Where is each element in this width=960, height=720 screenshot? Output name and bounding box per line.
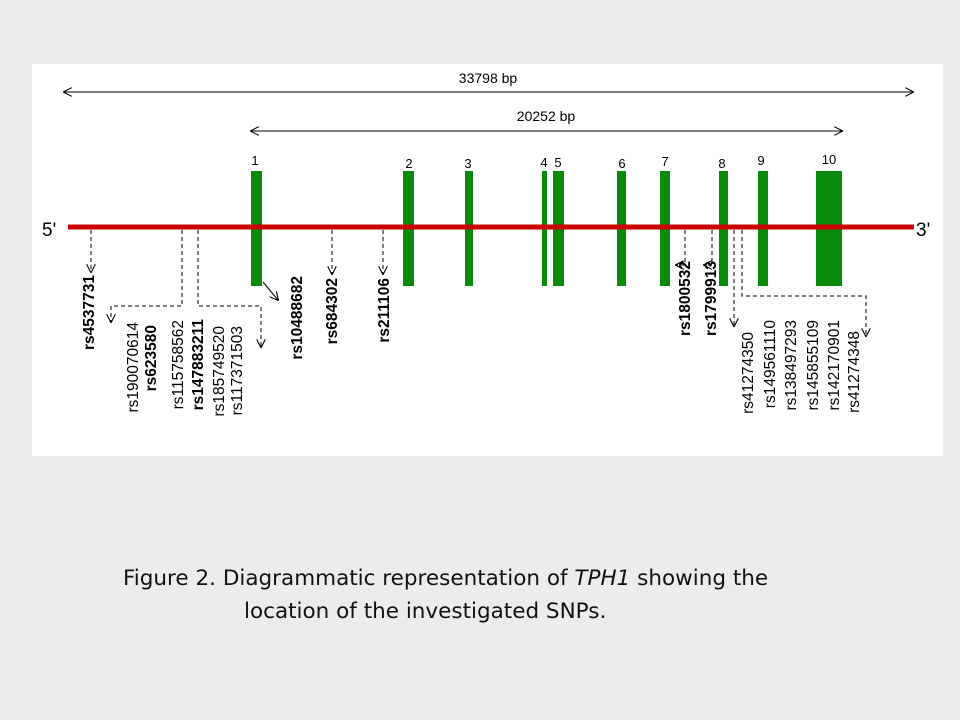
exon-number: 4 (540, 155, 547, 170)
exon-number: 10 (822, 152, 836, 167)
three-prime-label: 3' (916, 220, 930, 241)
snp-label: rs211106 (376, 278, 393, 343)
snp-label: rs138497293 (783, 320, 800, 411)
snp-label: rs185749520 (211, 326, 228, 417)
coding-span-label: 20252 bp (517, 108, 576, 124)
snp-label: rs1800532 (677, 261, 694, 336)
snp-label: rs41274348 (846, 331, 863, 413)
snp-label: rs190070614 (125, 322, 142, 413)
caption-line-2: location of the investigated SNPs. (244, 599, 607, 624)
caption-suffix: showing the (630, 566, 769, 591)
snp-label: rs117371503 (229, 326, 246, 415)
exon-number: 6 (618, 156, 625, 171)
exon-number: 5 (554, 155, 561, 170)
snp-labels: rs4537731 rs190070614 rs623580 rs1157585… (81, 261, 863, 417)
snp-label: rs142170901 (826, 320, 843, 411)
exon-number: 9 (757, 153, 764, 168)
caption-gene-name: TPH1 (574, 566, 631, 591)
snp-label: rs149561110 (762, 320, 779, 409)
exon-number: 1 (251, 153, 258, 168)
exon-number: 2 (405, 156, 412, 171)
snp-label: rs41274350 (740, 332, 757, 414)
exon-numbers: 1 2 3 4 5 6 7 8 9 10 (251, 152, 836, 171)
caption-line-1: Figure 2. Diagrammatic representation of… (123, 562, 768, 595)
snp-label: rs623580 (143, 325, 160, 391)
snp-label: rs4537731 (81, 275, 98, 350)
snp-label: rs145855109 (805, 320, 822, 411)
snp-leader-lines (91, 230, 866, 347)
snp-label: rs147883211 (190, 319, 207, 411)
snp-label: rs1799913 (703, 261, 720, 336)
tph1-gene-diagram: 33798 bp 20252 bp 5' 3' (42, 70, 930, 417)
snp-label: rs684302 (324, 278, 341, 344)
caption-prefix: Figure 2. Diagrammatic representation of (123, 566, 575, 591)
snp-label: rs115758562 (170, 320, 187, 409)
snp-label: rs10488682 (289, 276, 306, 360)
exon-number: 8 (718, 156, 725, 171)
five-prime-label: 5' (42, 220, 56, 241)
exon-number: 7 (661, 154, 668, 169)
gene-span-label: 33798 bp (459, 70, 518, 86)
exon-number: 3 (464, 156, 471, 171)
